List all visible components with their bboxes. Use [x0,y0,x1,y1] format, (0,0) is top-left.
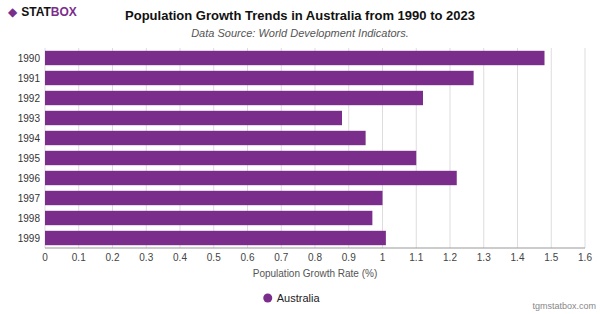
y-tick-label: 1993 [18,113,41,124]
bar [45,111,342,125]
y-tick-label: 1994 [18,133,41,144]
x-tick-label: 1.1 [409,252,423,263]
x-axis-label: Population Growth Rate (%) [253,268,378,279]
x-tick-label: 0.2 [106,252,120,263]
y-tick-label: 1995 [18,153,41,164]
subtitle: Data Source: World Development Indicator… [191,27,409,39]
x-tick-label: 1.3 [477,252,491,263]
y-tick-label: 1999 [18,233,41,244]
legend-label: Australia [277,292,321,304]
bars [45,51,545,245]
bar [45,171,457,185]
y-tick-label: 1998 [18,213,41,224]
y-tick-label: 1991 [18,73,41,84]
chart: ◆STATBOX tgmstatbox.com Population Growth … [0,0,600,314]
bar [45,51,545,65]
bar [45,91,423,105]
legend: Australia [263,292,320,304]
logo-part: BOX [51,5,77,19]
x-tick-label: 0.6 [241,252,255,263]
watermark: tgmstatbox.com [532,301,596,311]
x-tick-label: 1.4 [511,252,525,263]
x-tick-label: 0.4 [173,252,187,263]
bar [45,191,383,205]
grid-line [585,48,586,248]
grid-line [551,48,552,248]
logo: ◆STATBOX [8,5,77,19]
bar [45,231,386,245]
grid-line [517,48,518,248]
x-tick-label: 0.8 [308,252,322,263]
x-tick-label: 0.1 [72,252,86,263]
x-tick-label: 0.9 [342,252,356,263]
grid [45,48,585,248]
grid-line [483,48,484,248]
y-tick-label: 1997 [18,193,41,204]
logo-part: ◆ [8,5,18,19]
logo-part: STAT [21,5,51,19]
y-tick-label: 1992 [18,93,41,104]
bar [45,131,366,145]
y-tick-label: 1996 [18,173,41,184]
x-tick-label: 0.7 [274,252,288,263]
x-axis-line [45,248,585,249]
legend-marker [263,294,272,303]
title: Population Growth Trends in Australia fr… [125,8,475,23]
bar [45,71,474,85]
x-tick-label: 1.5 [544,252,558,263]
bar [45,211,372,225]
y-tick-label: 1990 [18,53,41,64]
x-tick-label: 1 [380,252,386,263]
x-tick-label: 0.3 [139,252,153,263]
x-tick-label: 1.2 [443,252,457,263]
bar [45,151,416,165]
x-tick-label: 1.6 [578,252,592,263]
x-tick-label: 0.5 [207,252,221,263]
x-tick-label: 0 [42,252,48,263]
